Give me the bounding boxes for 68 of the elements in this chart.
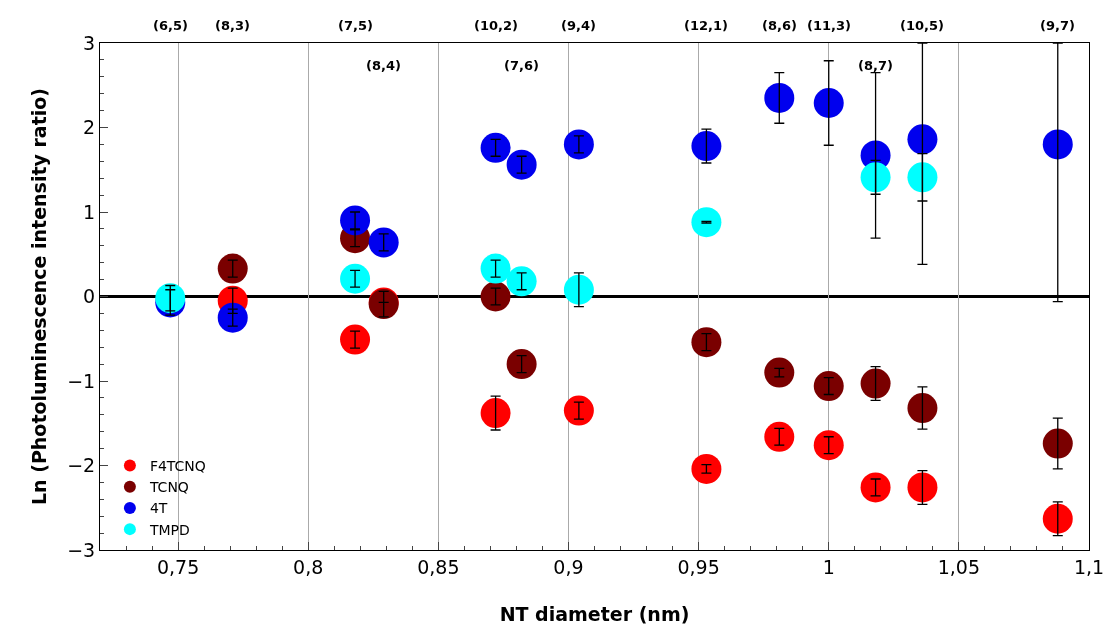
point — [480, 132, 511, 163]
point — [340, 324, 371, 355]
text: (7,5) — [338, 18, 373, 33]
x-tick-label: 1 — [822, 555, 835, 578]
text: (9,4) — [561, 18, 596, 33]
x-tick-label: 0,95 — [677, 555, 720, 578]
y-tick-label: −3 — [67, 538, 96, 561]
point — [813, 88, 844, 118]
point — [764, 82, 795, 113]
point — [480, 253, 511, 284]
legend-label: 4T — [149, 500, 168, 517]
point — [691, 453, 722, 484]
y-tick-label: −1 — [67, 369, 96, 392]
point — [813, 371, 844, 402]
text: (9,7) — [1040, 18, 1075, 33]
annotation: (8,4) — [366, 58, 401, 73]
point — [1042, 129, 1073, 160]
x-axis-title: NT diameter (nm) — [499, 602, 690, 625]
x-tick-label: 1,05 — [937, 555, 981, 578]
point — [563, 395, 594, 426]
point — [691, 131, 722, 162]
point — [860, 368, 891, 399]
point — [691, 207, 722, 238]
legend-label: TCNQ — [148, 479, 189, 496]
text: (8,3) — [215, 18, 250, 33]
point — [563, 129, 594, 160]
text: (10,5) — [900, 18, 944, 33]
y-tick-label: 1 — [83, 200, 96, 223]
y-tick-label: 3 — [83, 31, 96, 54]
point — [1042, 503, 1073, 534]
x-tick-label: 0,8 — [293, 555, 324, 578]
point — [506, 349, 537, 380]
point — [563, 274, 594, 305]
point — [506, 149, 537, 180]
point — [1042, 428, 1073, 459]
x-tick-label: 0,9 — [553, 555, 584, 578]
point — [860, 472, 891, 503]
point — [907, 162, 938, 193]
point — [506, 266, 537, 297]
x-tick-label: 1,1 — [1073, 555, 1105, 578]
point — [217, 302, 248, 333]
y-axis-title: Ln (Photoluminescence intensity ratio) — [28, 87, 51, 506]
point — [368, 227, 399, 258]
y-tick-label: 0 — [83, 285, 96, 308]
legend-label: F4TCNQ — [149, 457, 206, 474]
point — [764, 421, 795, 452]
point — [813, 430, 844, 461]
point — [691, 327, 722, 358]
point — [340, 263, 371, 294]
text: (10,2) — [474, 18, 518, 33]
point — [907, 393, 938, 424]
point — [480, 398, 511, 429]
point — [860, 162, 891, 193]
text: (8,6) — [762, 18, 797, 33]
annotation: (8,7) — [858, 58, 893, 73]
x-tick-label: 0,75 — [156, 555, 200, 578]
legend-label: TMPD — [148, 521, 190, 538]
point — [907, 124, 938, 155]
point — [907, 472, 938, 503]
point — [217, 253, 248, 284]
text: (6,5) — [153, 18, 188, 33]
text: (11,3) — [807, 18, 851, 33]
annotation: (7,6) — [504, 58, 539, 73]
y-tick-label: −2 — [67, 454, 96, 477]
x-tick-label: 0,85 — [417, 555, 460, 578]
y-tick-label: 2 — [83, 116, 96, 139]
point — [764, 357, 795, 388]
text: (12,1) — [684, 18, 728, 33]
